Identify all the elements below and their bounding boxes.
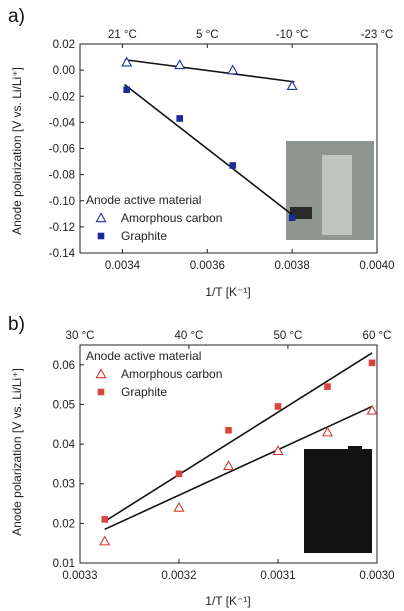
panel-a-x-tick-label: 0.0036 xyxy=(190,260,225,272)
panel-a-graphite-point xyxy=(176,115,184,122)
panel-b-top-tick-label: 60 °C xyxy=(363,330,392,342)
panel-b-legend-entry-amorphous: Amorphous carbon xyxy=(121,367,222,381)
panel-b-graphite-point xyxy=(368,359,376,367)
panel-a-legend-title: Anode active material xyxy=(86,193,201,207)
panel-a-series xyxy=(121,56,298,222)
panel-a: a) 1/T [K⁻¹] Anode polarization [V vs. L… xyxy=(8,6,395,299)
panel-b-amorphous-carbon-point xyxy=(272,445,284,456)
panel-b-top-tick-label: 40 °C xyxy=(174,330,203,342)
panel-a-legend-marker-graphite xyxy=(97,232,105,240)
panel-a-x-axis-label: 1/T [K⁻¹] xyxy=(205,285,250,299)
panel-a-x-tick-label: 0.0034 xyxy=(105,260,141,272)
panel-a-y-tick-label: -0.14 xyxy=(49,248,76,260)
panel-a-x-tick-label: 0.0038 xyxy=(275,260,310,272)
panel-a-amorphous-carbon-point xyxy=(286,80,298,91)
panel-a-inset-photo-spot xyxy=(290,207,312,219)
panel-a-y-tick-label: -0.12 xyxy=(49,222,75,234)
panel-b-inset-photo xyxy=(304,446,372,553)
panel-a-graphite-point xyxy=(123,86,130,94)
panel-b-graphite-point xyxy=(274,403,282,410)
panel-a-amorphous-carbon-point xyxy=(121,56,133,67)
panel-a-amorphous-carbon-point xyxy=(227,64,239,75)
panel-b-y-tick-label: 0.01 xyxy=(53,558,75,570)
panel-b-top-tick-label: 50 °C xyxy=(273,330,302,342)
panel-a-graphite-point xyxy=(229,162,237,169)
panel-b-label: b) xyxy=(8,314,25,335)
panel-a-top-tick-label: -10 °C xyxy=(276,29,309,41)
panel-b-top-tick-label: 30 °C xyxy=(66,330,95,342)
panel-a-y-tick-label: -0.08 xyxy=(49,170,75,182)
panel-b-x-tick-label: 0.0032 xyxy=(161,570,196,582)
panel-b-y-tick-label: 0.02 xyxy=(53,518,75,530)
panel-b-plot-area xyxy=(79,344,378,564)
panel-b-inset-photo-body xyxy=(304,449,372,553)
panel-b-legend-marker-graphite xyxy=(97,388,105,396)
panel-b-y-tick-label: 0.05 xyxy=(53,399,75,411)
panel-b-graphite-fit-line xyxy=(104,352,373,523)
panel-a-inset-photo xyxy=(286,141,374,240)
panel-b-amorphous-carbon-point xyxy=(173,501,185,512)
panel-b-legend-title: Anode active material xyxy=(86,349,201,363)
panel-a-amorphous-carbon-point xyxy=(174,59,186,70)
panel-a-y-tick-label: -0.04 xyxy=(49,117,76,129)
panel-b-graphite-point xyxy=(225,426,232,434)
panel-b-x-tick-label: 0.0033 xyxy=(62,570,97,582)
panel-b-amorphous-carbon-point xyxy=(321,426,334,437)
panel-a-y-tick-label: -0.02 xyxy=(49,91,75,103)
panel-b-graphite-point xyxy=(101,516,109,523)
panel-a-label: a) xyxy=(8,6,25,27)
panel-b-y-axis-label: Anode polarization [V vs. Li/Li⁺] xyxy=(10,368,24,536)
panel-b-legend-marker-amorphous-carbon xyxy=(95,368,107,379)
panel-b-x-tick-label: 0.0031 xyxy=(260,570,295,582)
panel-b-legend: Anode active material Amorphous carbon G… xyxy=(86,349,222,399)
panel-a-x-tick-label: 0.0040 xyxy=(359,260,394,272)
panel-a-y-tick-label: 0.02 xyxy=(53,39,75,51)
panel-b: b) 1/T [K⁻¹] Anode polarization [V vs. L… xyxy=(8,314,395,608)
panel-a-y-tick-label: -0.06 xyxy=(49,144,75,156)
panel-b-amorphous-carbon-point xyxy=(222,460,235,471)
panel-a-top-tick-label: 5 °C xyxy=(196,29,219,41)
panel-b-legend-entry-graphite: Graphite xyxy=(121,385,167,399)
panel-a-legend-entry-graphite: Graphite xyxy=(121,229,167,243)
panel-b-graphite-point xyxy=(175,470,183,478)
panel-a-top-tick-label: 21 °C xyxy=(108,29,137,41)
panel-b-amorphous-carbon-point xyxy=(366,404,378,415)
panel-a-inset-photo-highlight xyxy=(322,155,352,235)
panel-b-ticks: 0.0033 0.0032 0.0031 0.0030 0.01 0.02 0.03 0.04… xyxy=(53,330,395,582)
panel-b-y-tick-label: 0.04 xyxy=(53,439,76,451)
panel-b-x-tick-label: 0.0030 xyxy=(359,570,394,582)
panel-a-y-tick-label: 0.00 xyxy=(53,65,75,77)
panel-b-amorphous-carbon-point xyxy=(99,535,111,546)
panel-a-legend-entry-amorphous: Amorphous carbon xyxy=(121,211,222,225)
panel-b-y-tick-label: 0.03 xyxy=(53,479,75,491)
panel-a-legend: Anode active material Amorphous carbon G… xyxy=(86,193,222,243)
panel-a-legend-marker-amorphous-carbon xyxy=(95,212,107,223)
panel-a-graphite-fit-line xyxy=(124,83,295,218)
panel-b-series xyxy=(99,352,378,546)
panel-a-top-tick-label: -23 °C xyxy=(361,29,394,41)
panel-a-graphite-point xyxy=(288,214,296,222)
panel-a-y-axis-label: Anode polarization [V vs. Li/Li⁺] xyxy=(10,67,24,235)
panel-a-y-tick-label: -0.10 xyxy=(49,196,75,208)
panel-b-inset-photo-tab xyxy=(348,446,362,450)
panel-b-y-tick-label: 0.06 xyxy=(53,360,75,372)
panel-a-ticks: 0.0034 0.0036 0.0038 0.0040 -0.14 -0.12 -0.10 -… xyxy=(49,29,395,272)
panel-b-x-axis-label: 1/T [K⁻¹] xyxy=(205,594,250,608)
panel-b-graphite-point xyxy=(324,383,331,390)
panel-a-amorphous-carbon-fit-line xyxy=(124,58,295,83)
